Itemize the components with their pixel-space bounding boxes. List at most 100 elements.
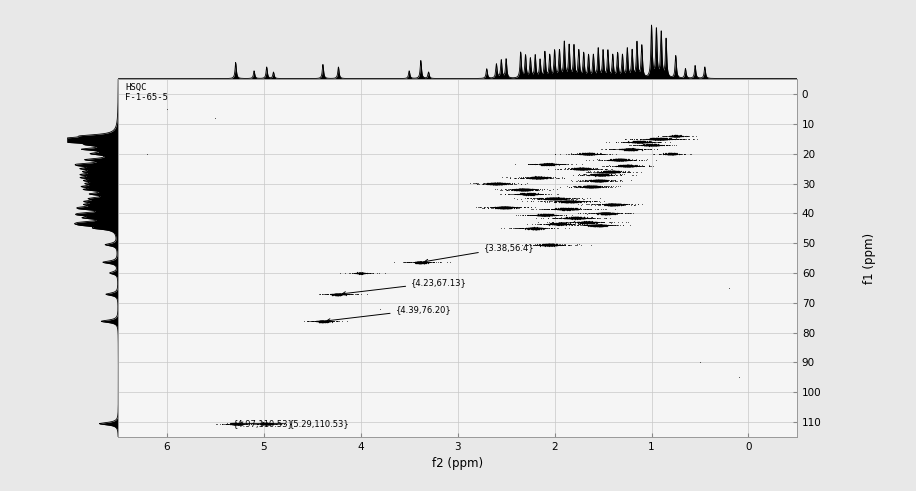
Point [607, 156, 622, 164]
Point [531, 224, 546, 232]
Point [569, 214, 583, 221]
Point [596, 167, 611, 175]
Point [417, 259, 431, 267]
Point [527, 190, 541, 198]
Point [533, 190, 548, 198]
Point [541, 224, 556, 232]
Point [234, 420, 248, 428]
Point [633, 137, 648, 145]
Point [567, 194, 582, 202]
Point [616, 156, 631, 164]
Point [560, 205, 574, 213]
Point [229, 419, 244, 427]
Point [563, 197, 578, 205]
Point [233, 420, 247, 428]
Point [518, 190, 533, 198]
Point [578, 218, 593, 226]
Point [560, 205, 574, 213]
Point [540, 241, 554, 248]
Point [630, 138, 645, 146]
Point [545, 211, 560, 219]
Point [568, 218, 583, 226]
Point [518, 191, 533, 198]
Point [638, 138, 652, 146]
Point [593, 150, 607, 158]
Point [661, 150, 676, 158]
Point [600, 168, 615, 176]
Point [311, 318, 326, 326]
Point [652, 135, 667, 143]
Point [597, 168, 612, 176]
Point [496, 204, 510, 212]
Point [222, 420, 236, 428]
Point [556, 220, 571, 228]
Point [586, 182, 601, 190]
Point [577, 183, 592, 191]
Point [540, 211, 555, 218]
Point [597, 214, 612, 221]
Point [496, 204, 511, 212]
Point [497, 179, 512, 187]
Point [593, 210, 607, 218]
Point [583, 182, 597, 190]
Point [542, 241, 557, 248]
Point [613, 200, 627, 208]
Point [589, 177, 604, 185]
Point [650, 135, 665, 142]
Point [577, 150, 592, 158]
Point [532, 211, 547, 219]
Point [669, 150, 683, 158]
Point [574, 164, 589, 172]
Point [598, 210, 613, 218]
Point [649, 135, 663, 142]
Point [619, 145, 634, 153]
Point [571, 214, 585, 221]
Point [332, 290, 346, 298]
Point [545, 194, 560, 202]
Point [529, 224, 544, 232]
Point [498, 203, 513, 211]
Point [529, 241, 543, 249]
Point [583, 177, 598, 185]
Point [663, 132, 678, 139]
Point [551, 193, 566, 201]
Point [536, 241, 551, 249]
Point [545, 160, 560, 168]
Point [263, 420, 278, 428]
Point [256, 419, 271, 427]
Point [653, 135, 668, 143]
Point [591, 177, 605, 185]
Point [611, 156, 626, 164]
Point [605, 167, 619, 175]
Point [519, 190, 534, 198]
Point [350, 269, 365, 277]
Point [408, 258, 422, 266]
Point [595, 221, 610, 229]
Point [610, 200, 625, 208]
Point [565, 197, 580, 205]
Point [516, 186, 530, 193]
Point [594, 170, 609, 178]
Point [532, 205, 547, 213]
Point [353, 269, 367, 276]
Point [581, 218, 595, 226]
Point [595, 209, 610, 217]
Point [667, 135, 682, 143]
Point [631, 138, 646, 146]
Point [486, 180, 501, 188]
Point [562, 205, 577, 213]
Point [601, 176, 616, 184]
Point [556, 220, 571, 228]
Point [224, 420, 238, 428]
Point [606, 156, 621, 164]
Point [600, 209, 615, 217]
Point [594, 209, 608, 217]
Point [621, 200, 636, 208]
Point [356, 269, 371, 277]
Point [549, 240, 563, 248]
Point [621, 162, 636, 169]
Point [595, 221, 610, 229]
Point [487, 180, 502, 188]
Point [525, 174, 540, 182]
Point [557, 220, 572, 228]
